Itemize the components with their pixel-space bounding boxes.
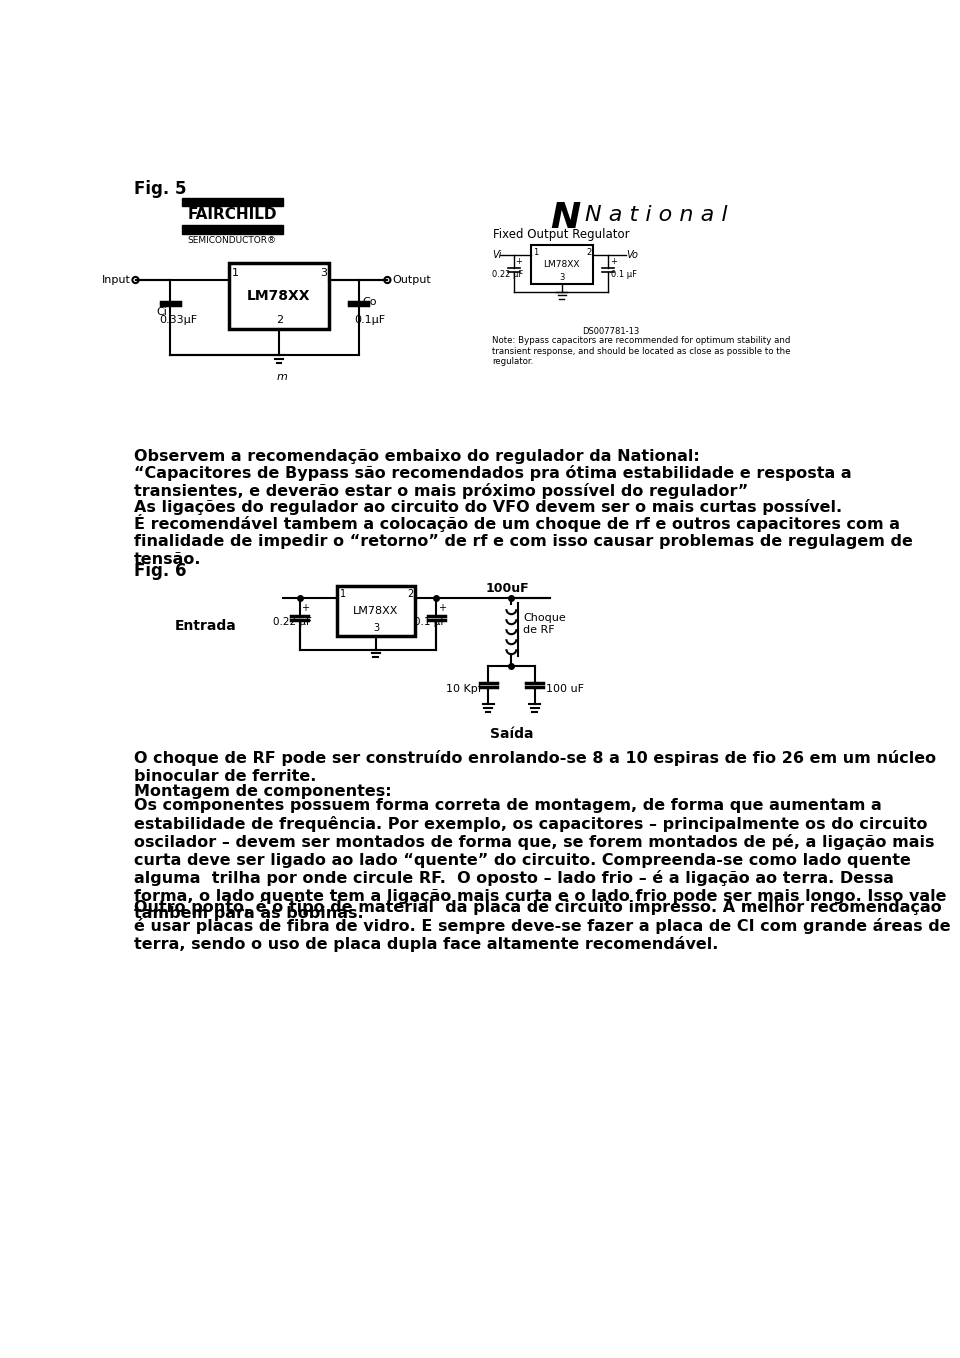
Text: Ν: Ν — [550, 201, 581, 235]
Text: 0.1 μF: 0.1 μF — [611, 270, 636, 278]
Text: N a t i o n a l: N a t i o n a l — [585, 205, 728, 225]
Text: 10 Kpf: 10 Kpf — [445, 684, 481, 694]
Text: FAIRCHILD: FAIRCHILD — [187, 206, 277, 221]
Text: 0.22 μF: 0.22 μF — [492, 270, 523, 278]
Text: +: + — [301, 603, 309, 614]
Text: 1: 1 — [340, 589, 347, 599]
Text: “Capacitores de Bypass são recomendados pra ótima estabilidade e resposta a
tran: “Capacitores de Bypass são recomendados … — [134, 464, 852, 500]
Text: 0.1 μF: 0.1 μF — [415, 618, 446, 627]
Text: SEMICONDUCTOR®: SEMICONDUCTOR® — [188, 236, 276, 244]
Text: Saída: Saída — [490, 728, 533, 741]
Text: +: + — [438, 603, 445, 614]
Text: 2: 2 — [276, 315, 283, 326]
Text: Os componentes possuem forma correta de montagem, de forma que aumentam a
estabi: Os componentes possuem forma correta de … — [134, 799, 947, 921]
Text: +: + — [610, 257, 616, 266]
Text: DS007781-13: DS007781-13 — [582, 327, 639, 335]
Bar — [182, 225, 283, 234]
Text: Output: Output — [392, 276, 431, 285]
Text: Observem a recomendação embaixo do regulador da National:: Observem a recomendação embaixo do regul… — [134, 449, 700, 464]
Text: 100 uF: 100 uF — [546, 684, 585, 694]
Bar — [531, 246, 592, 284]
Text: Fig. 6: Fig. 6 — [134, 562, 186, 580]
Text: 2: 2 — [587, 247, 591, 257]
Bar — [337, 585, 415, 636]
Bar — [228, 263, 329, 329]
Text: LM78XX: LM78XX — [543, 261, 580, 269]
Text: As ligações do regulador ao circuito do VFO devem ser o mais curtas possível.: As ligações do regulador ao circuito do … — [134, 498, 842, 515]
Text: Vo: Vo — [626, 250, 638, 261]
Text: Fig. 5: Fig. 5 — [134, 179, 186, 198]
Text: 1: 1 — [533, 247, 539, 257]
Text: m: m — [276, 372, 287, 383]
Text: 0.1μF: 0.1μF — [354, 315, 385, 326]
Text: 0.22 μF: 0.22 μF — [273, 618, 312, 627]
Text: Entrada: Entrada — [175, 619, 236, 633]
Text: Fixed Output Regulator: Fixed Output Regulator — [493, 228, 630, 242]
Text: Choque
de RF: Choque de RF — [523, 614, 565, 636]
Text: É recomendável tambem a colocação de um choque de rf e outros capacitores com a
: É recomendável tambem a colocação de um … — [134, 515, 913, 566]
Bar — [182, 198, 283, 206]
Text: Montagem de componentes:: Montagem de componentes: — [134, 785, 392, 800]
Text: Outro ponto, é o tipo de material  da placa de circuito impresso. A melhor recom: Outro ponto, é o tipo de material da pla… — [134, 899, 950, 952]
Text: 1: 1 — [231, 268, 239, 277]
Text: Ci: Ci — [156, 307, 167, 316]
Text: 0.33μF: 0.33μF — [159, 315, 198, 326]
Text: LM78XX: LM78XX — [353, 606, 398, 615]
Text: Input: Input — [102, 276, 131, 285]
Text: 3: 3 — [320, 268, 327, 277]
Text: Vi: Vi — [492, 250, 501, 261]
Text: 3: 3 — [560, 273, 564, 281]
Text: 2: 2 — [407, 589, 413, 599]
Text: LM78XX: LM78XX — [247, 289, 311, 303]
Text: 100uF: 100uF — [486, 581, 529, 595]
Text: 3: 3 — [373, 623, 379, 633]
Text: Co: Co — [363, 297, 377, 307]
Text: +: + — [516, 257, 522, 266]
Text: Note: Bypass capacitors are recommended for optimum stability and
transient resp: Note: Bypass capacitors are recommended … — [492, 337, 790, 367]
Text: O choque de RF pode ser construído enrolando-se 8 a 10 espiras de fio 26 em um n: O choque de RF pode ser construído enrol… — [134, 751, 936, 784]
